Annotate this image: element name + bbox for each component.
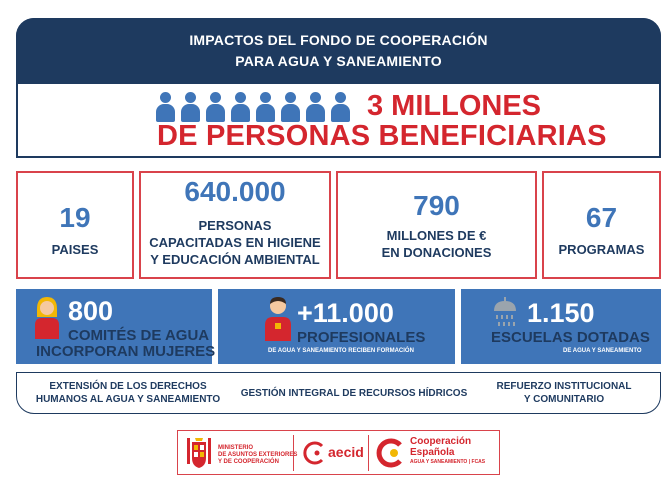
cooperacion-line3-fcas: FCAS xyxy=(471,459,486,465)
stat-label-line1: MILLONES DE € xyxy=(386,228,487,243)
stat-label-line3: Y EDUCACIÓN AMBIENTAL xyxy=(150,252,320,267)
professional-icon xyxy=(265,297,291,341)
cooperacion-text: Cooperación Española AGUA Y SANEAMIENTO … xyxy=(410,436,485,466)
person-icon xyxy=(155,92,176,122)
highlight-line1: ESCUELAS DOTADAS xyxy=(491,329,650,346)
person-icon xyxy=(305,92,326,122)
highlight-water-committees: 800 COMITÉS DE AGUA INCORPORAN MUJERES xyxy=(16,289,216,364)
stat-value: 790 xyxy=(413,190,460,221)
highlight-schools: 1.150 ESCUELAS DOTADAS DE AGUA Y SANEAMI… xyxy=(461,289,661,364)
hero-headline: 3 MILLONES xyxy=(367,90,542,122)
highlight-line1: COMITÉS DE AGUA xyxy=(68,327,210,344)
stat-label-line1: PERSONAS xyxy=(198,218,272,233)
highlight-professionals: +11.000 PROFESIONALES DE AGUA Y SANEAMIE… xyxy=(218,289,455,364)
highlight-line1: PROFESIONALES xyxy=(297,329,426,346)
cooperacion-line3-main: AGUA Y SANEAMIENTO xyxy=(410,459,468,465)
pillar-line1: EXTENSIÓN DE LOS DERECHOS xyxy=(49,381,207,392)
aecid-wordmark: aecid xyxy=(328,444,364,460)
ministerio-line1: MINISTERIO xyxy=(218,445,254,451)
woman-icon xyxy=(35,297,59,339)
ministerio-line3: Y DE COOPERACIÓN xyxy=(218,459,279,465)
cooperacion-logo-icon xyxy=(376,438,402,468)
stat-box-trained-people: 640.000 PERSONAS CAPACITADAS EN HIGIENE … xyxy=(139,171,331,279)
cooperacion-line3: AGUA Y SANEAMIENTO | FCAS xyxy=(410,459,486,465)
pillar-line2: Y COMUNITARIO xyxy=(523,394,605,405)
highlight-value: 800 xyxy=(68,296,114,326)
person-icon xyxy=(230,92,251,122)
stat-label-line2: CAPACITADAS EN HIGIENE xyxy=(149,235,321,250)
stat-value: 19 xyxy=(59,202,91,233)
pillar-institutional: REFUERZO INSTITUCIONAL Y COMUNITARIO xyxy=(479,380,649,406)
header-title-line2: PARA AGUA Y SANEAMIENTO xyxy=(235,53,442,69)
person-icon xyxy=(255,92,276,122)
stat-box-donations: 790 MILLONES DE € EN DONACIONES xyxy=(336,171,537,279)
shower-icon xyxy=(494,297,516,326)
beneficiaries-hero: 3 MILLONES DE PERSONAS BENEFICIARIAS xyxy=(155,90,607,152)
highlight-value: 1.150 xyxy=(527,298,595,328)
aecid-logo-icon xyxy=(303,441,324,465)
cooperacion-line2: Española xyxy=(410,447,455,458)
highlight-value: +11.000 xyxy=(297,298,394,328)
page-header: IMPACTOS DEL FONDO DE COOPERACIÓN PARA A… xyxy=(16,18,661,84)
logo-divider xyxy=(368,435,369,471)
pillar-line2: HUMANOS AL AGUA Y SANEAMIENTO xyxy=(35,394,221,405)
person-icon xyxy=(180,92,201,122)
highlight-small-caption: DE AGUA Y SANEAMIENTO RECIBEN FORMACIÓN xyxy=(268,348,414,354)
pillar-human-rights: EXTENSIÓN DE LOS DERECHOS HUMANOS AL AGU… xyxy=(23,380,233,406)
person-icon xyxy=(205,92,226,122)
people-row xyxy=(155,92,351,122)
stat-value: 67 xyxy=(585,202,618,233)
highlight-line2: INCORPORAN MUJERES xyxy=(36,343,216,360)
partner-logos: MINISTERIO DE ASUNTOS EXTERIORES Y DE CO… xyxy=(177,430,500,475)
stat-box-countries: 19 PAISES xyxy=(16,171,134,279)
cooperacion-line1: Cooperación xyxy=(410,436,472,447)
stat-label: PROGRAMAS xyxy=(558,242,645,257)
ministerio-text: MINISTERIO DE ASUNTOS EXTERIORES Y DE CO… xyxy=(218,445,297,466)
stat-box-programs: 67 PROGRAMAS xyxy=(542,171,661,279)
hero-subheadline: DE PERSONAS BENEFICIARIAS xyxy=(157,120,607,152)
pillar-water-management: GESTIÓN INTEGRAL DE RECURSOS HÍDRICOS xyxy=(240,388,468,399)
header-title-line1: IMPACTOS DEL FONDO DE COOPERACIÓN xyxy=(189,32,488,48)
logo-divider xyxy=(293,435,294,471)
highlight-small-caption: DE AGUA Y SANEAMIENTO xyxy=(563,348,642,354)
person-icon xyxy=(330,92,351,122)
pillars-band: EXTENSIÓN DE LOS DERECHOS HUMANOS AL AGU… xyxy=(16,372,661,414)
person-icon xyxy=(280,92,301,122)
stat-label: PAISES xyxy=(51,242,99,257)
pillar-line1: REFUERZO INSTITUCIONAL xyxy=(496,381,632,392)
coat-of-arms-icon xyxy=(187,438,211,468)
stat-label-line2: EN DONACIONES xyxy=(381,245,492,260)
stat-value: 640.000 xyxy=(184,176,286,207)
ministerio-line2: DE ASUNTOS EXTERIORES xyxy=(218,452,298,458)
